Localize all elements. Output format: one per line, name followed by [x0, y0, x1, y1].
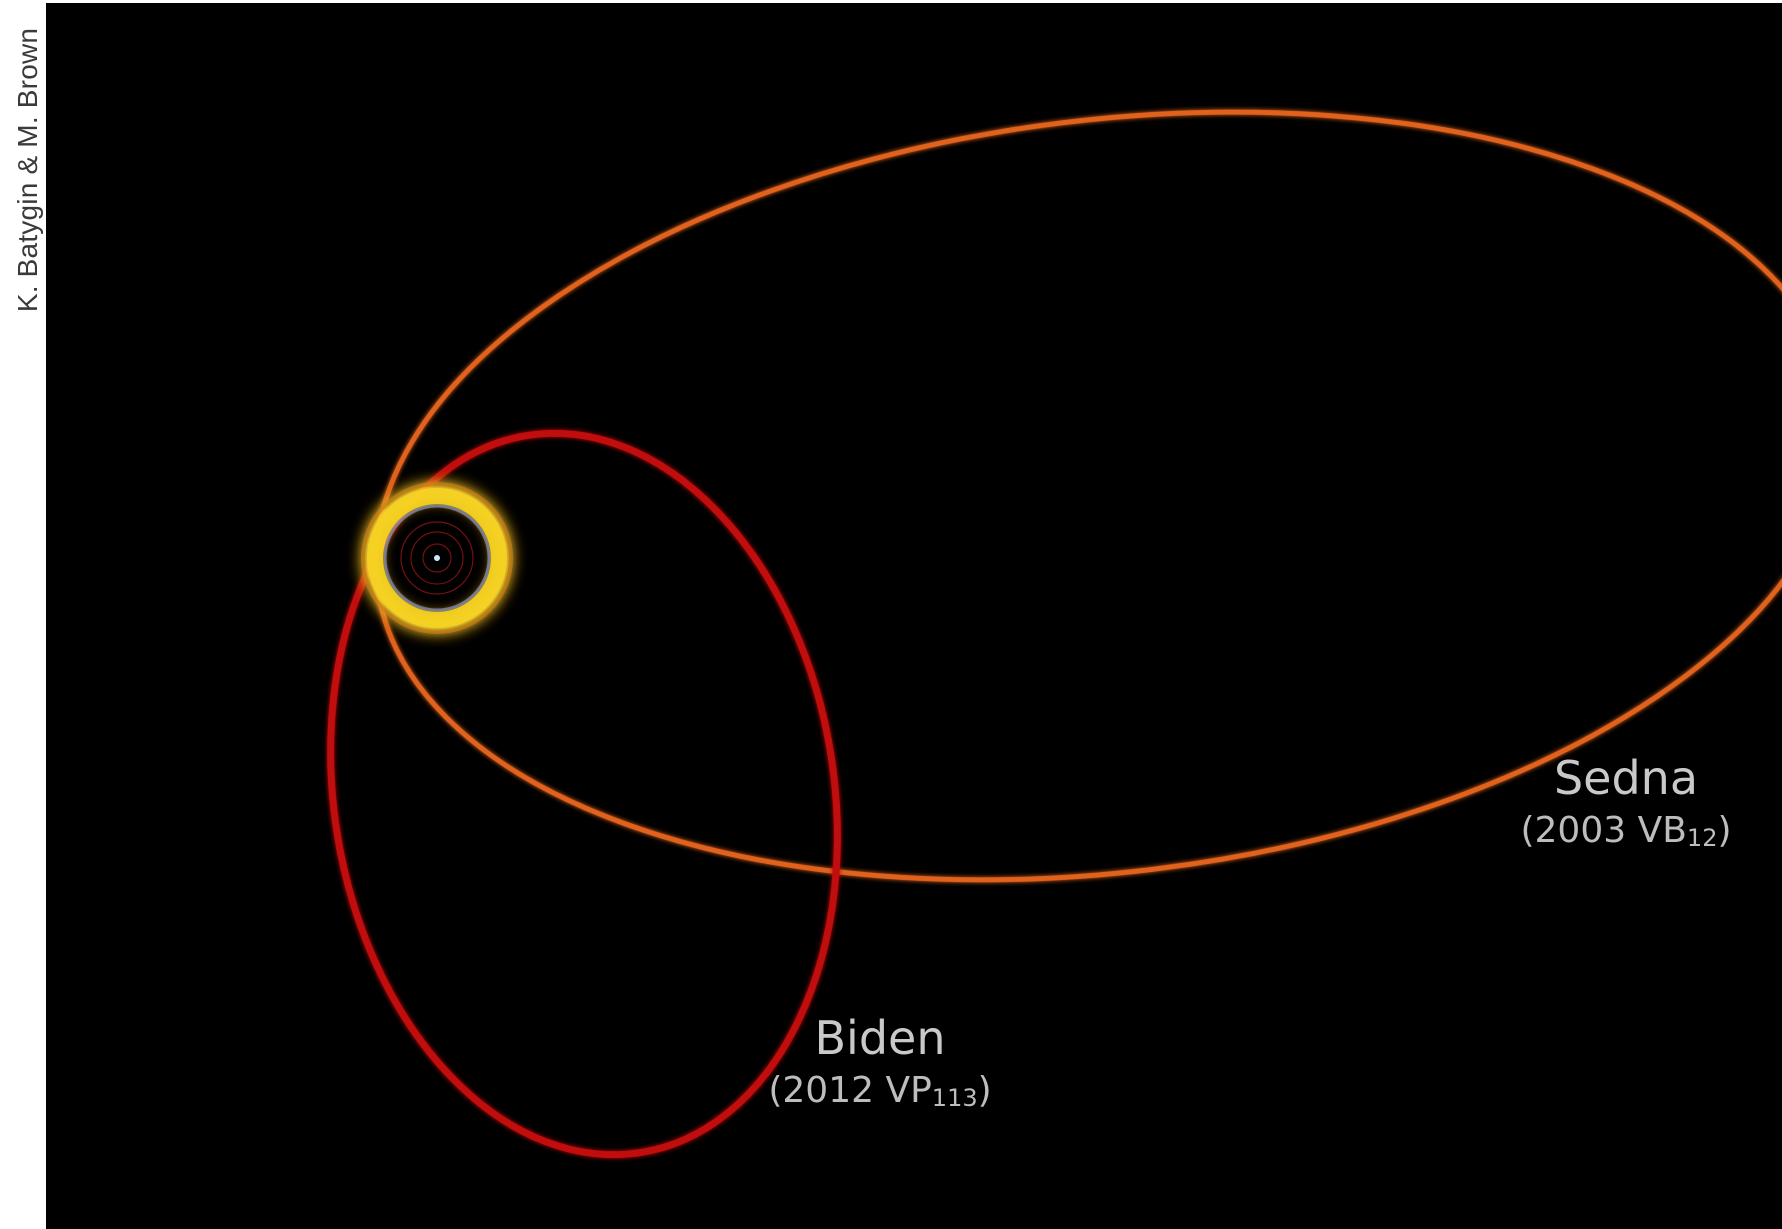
- biden-label: Biden (2012 VP113): [750, 1015, 1010, 1110]
- planet-orbits: [400, 521, 474, 595]
- sedna-designation: (2003 VB12): [1520, 810, 1732, 852]
- credit-strip: K. Batygin & M. Brown: [0, 0, 46, 1229]
- image-credit: K. Batygin & M. Brown: [12, 27, 43, 313]
- sedna-name: Sedna: [1553, 751, 1699, 805]
- sun: [434, 555, 440, 561]
- orbit-canvas: [327, 109, 1782, 1159]
- orbit-diagram: Sedna (2003 VB12) Biden (2012 VP113): [46, 3, 1782, 1229]
- biden-orbit: [327, 429, 841, 1159]
- biden-name: Biden: [814, 1011, 946, 1065]
- sedna-label: Sedna (2003 VB12): [1506, 755, 1746, 850]
- biden-designation: (2012 VP113): [768, 1070, 992, 1112]
